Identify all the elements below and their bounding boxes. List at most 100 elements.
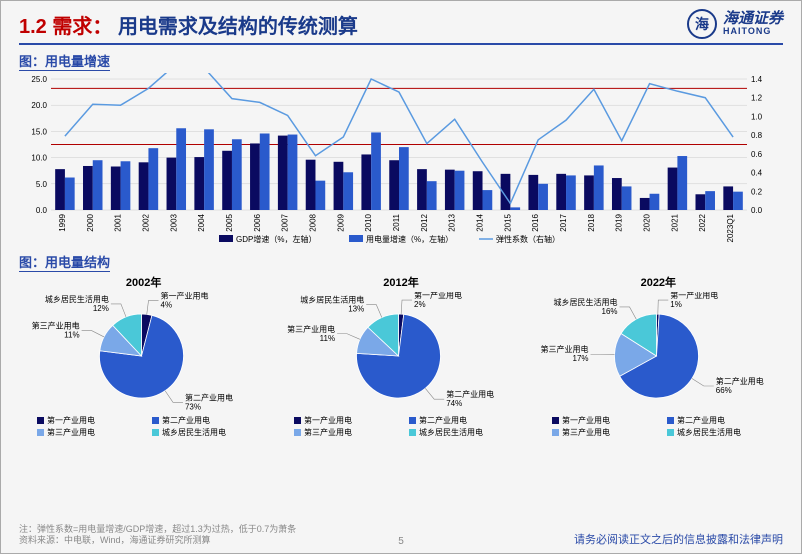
svg-text:0.4: 0.4 — [751, 169, 763, 178]
svg-text:1.2: 1.2 — [751, 94, 763, 103]
footnote-2: 资料来源：中电联，Wind，海通证券研究所测算 — [19, 535, 296, 547]
svg-text:15.0: 15.0 — [31, 127, 47, 136]
svg-text:弹性系数（右轴）: 弹性系数（右轴） — [496, 234, 560, 244]
logo-en: HAITONG — [723, 27, 783, 37]
svg-text:第一产业用电: 第一产业用电 — [562, 415, 610, 425]
svg-text:第一产业用电: 第一产业用电 — [414, 292, 462, 300]
svg-text:17%: 17% — [572, 354, 588, 363]
header: 1.2 需求： 用电需求及结构的传统测算 海 海通证券 HAITONG — [1, 1, 801, 43]
page-number: 5 — [398, 536, 404, 547]
svg-text:第一产业用电: 第一产业用电 — [304, 415, 352, 425]
svg-text:2007: 2007 — [281, 213, 290, 231]
svg-text:4%: 4% — [161, 300, 173, 309]
chart1-label: 图：用电量增速 — [19, 51, 110, 71]
logo-icon: 海 — [687, 9, 717, 39]
svg-text:第一产业用电: 第一产业用电 — [161, 292, 209, 300]
svg-text:第三产业用电: 第三产业用电 — [540, 344, 588, 354]
svg-text:2005: 2005 — [225, 213, 234, 231]
svg-text:0.2: 0.2 — [751, 187, 763, 196]
page-title: 1.2 需求： 用电需求及结构的传统测算 — [19, 10, 358, 39]
svg-text:0.6: 0.6 — [751, 150, 763, 159]
svg-text:11%: 11% — [320, 334, 335, 343]
svg-text:11%: 11% — [64, 331, 79, 340]
svg-text:2015: 2015 — [503, 213, 512, 231]
chart2-section: 图：用电量结构 2002年第一产业用电4%第二产业用电73%第三产业用电11%城… — [19, 252, 783, 452]
svg-text:2019: 2019 — [615, 213, 624, 231]
svg-text:第一产业用电: 第一产业用电 — [47, 415, 95, 425]
svg-text:第二产业用电: 第二产业用电 — [185, 392, 233, 402]
svg-text:第二产业用电: 第二产业用电 — [715, 376, 763, 386]
svg-text:1999: 1999 — [58, 213, 67, 231]
svg-text:第二产业用电: 第二产业用电 — [162, 415, 210, 425]
pie-year: 2022年 — [534, 274, 783, 290]
svg-text:第三产业用电: 第三产业用电 — [304, 427, 352, 437]
svg-text:2003: 2003 — [169, 213, 178, 231]
svg-text:2021: 2021 — [670, 213, 679, 231]
svg-text:0.0: 0.0 — [751, 206, 763, 215]
svg-text:25.0: 25.0 — [31, 75, 47, 84]
svg-text:第三产业用电: 第三产业用电 — [287, 324, 335, 334]
svg-text:2011: 2011 — [392, 213, 401, 231]
pie-year: 2012年 — [276, 274, 525, 290]
svg-text:66%: 66% — [715, 386, 731, 395]
svg-text:2018: 2018 — [587, 213, 596, 231]
svg-text:2013: 2013 — [448, 213, 457, 231]
svg-text:第二产业用电: 第二产业用电 — [677, 415, 725, 425]
svg-text:2004: 2004 — [197, 213, 206, 231]
svg-text:2014: 2014 — [476, 213, 485, 231]
svg-text:第二产业用电: 第二产业用电 — [419, 415, 467, 425]
svg-text:13%: 13% — [349, 305, 365, 314]
svg-text:2002: 2002 — [141, 213, 150, 231]
svg-text:2%: 2% — [414, 300, 426, 309]
svg-text:0.0: 0.0 — [36, 206, 48, 215]
header-underline — [19, 43, 783, 45]
svg-text:城乡居民生活用电: 城乡居民生活用电 — [162, 427, 226, 437]
svg-text:2008: 2008 — [308, 213, 317, 231]
svg-text:2012: 2012 — [420, 213, 429, 231]
svg-text:城乡居民生活用电: 城乡居民生活用电 — [677, 427, 741, 437]
svg-text:2010: 2010 — [364, 213, 373, 231]
svg-text:2023Q1: 2023Q1 — [726, 213, 735, 242]
svg-text:第一产业用电: 第一产业用电 — [670, 292, 718, 300]
svg-text:2016: 2016 — [531, 213, 540, 231]
svg-text:74%: 74% — [447, 399, 463, 408]
pie-block: 2022年第一产业用电1%第二产业用电66%第三产业用电17%城乡居民生活用电1… — [534, 274, 783, 452]
title-rest: 用电需求及结构的传统测算 — [118, 16, 358, 38]
logo: 海 海通证券 HAITONG — [687, 9, 783, 39]
svg-text:2001: 2001 — [114, 213, 123, 231]
svg-text:第三产业用电: 第三产业用电 — [32, 321, 80, 331]
pie-block: 2012年第一产业用电2%第二产业用电74%第三产业用电11%城乡居民生活用电1… — [276, 274, 525, 452]
pie-year: 2002年 — [19, 274, 268, 290]
section-no: 1.2 — [19, 16, 47, 38]
svg-text:2017: 2017 — [559, 213, 568, 231]
svg-text:1.0: 1.0 — [751, 112, 763, 121]
svg-text:1%: 1% — [670, 300, 682, 309]
svg-text:2020: 2020 — [643, 213, 652, 231]
svg-text:2006: 2006 — [253, 213, 262, 231]
chart1: 0.05.010.015.020.025.00.00.20.40.60.81.0… — [19, 73, 779, 248]
pie-block: 2002年第一产业用电4%第二产业用电73%第三产业用电11%城乡居民生活用电1… — [19, 274, 268, 452]
svg-text:2000: 2000 — [86, 213, 95, 231]
svg-text:用电量增速（%，左轴）: 用电量增速（%，左轴） — [366, 234, 453, 244]
svg-text:城乡居民生活用电: 城乡居民生活用电 — [301, 295, 365, 305]
svg-text:第二产业用电: 第二产业用电 — [447, 389, 495, 399]
svg-text:0.8: 0.8 — [751, 131, 763, 140]
svg-text:城乡居民生活用电: 城乡居民生活用电 — [419, 427, 483, 437]
footnotes: 注：弹性系数=用电量增速/GDP增速，超过1.3为过热，低于0.7为萧条 资料来… — [19, 524, 296, 547]
svg-text:2022: 2022 — [698, 213, 707, 231]
svg-text:第三产业用电: 第三产业用电 — [562, 427, 610, 437]
section-name: 需求： — [52, 16, 112, 38]
svg-text:2009: 2009 — [336, 213, 345, 231]
chart1-section: 图：用电量增速 0.05.010.015.020.025.00.00.20.40… — [19, 51, 783, 248]
svg-text:5.0: 5.0 — [36, 180, 48, 189]
svg-text:GDP增速（%，左轴）: GDP增速（%，左轴） — [236, 234, 316, 244]
svg-text:20.0: 20.0 — [31, 101, 47, 110]
pies-row: 2002年第一产业用电4%第二产业用电73%第三产业用电11%城乡居民生活用电1… — [19, 274, 783, 452]
logo-cn: 海通证券 — [723, 11, 783, 28]
svg-text:城乡居民生活用电: 城乡居民生活用电 — [45, 294, 109, 304]
svg-text:1.4: 1.4 — [751, 75, 763, 84]
chart2-label: 图：用电量结构 — [19, 252, 110, 272]
svg-text:16%: 16% — [601, 307, 617, 316]
svg-text:第三产业用电: 第三产业用电 — [47, 427, 95, 437]
footnote-1: 注：弹性系数=用电量增速/GDP增速，超过1.3为过热，低于0.7为萧条 — [19, 524, 296, 536]
